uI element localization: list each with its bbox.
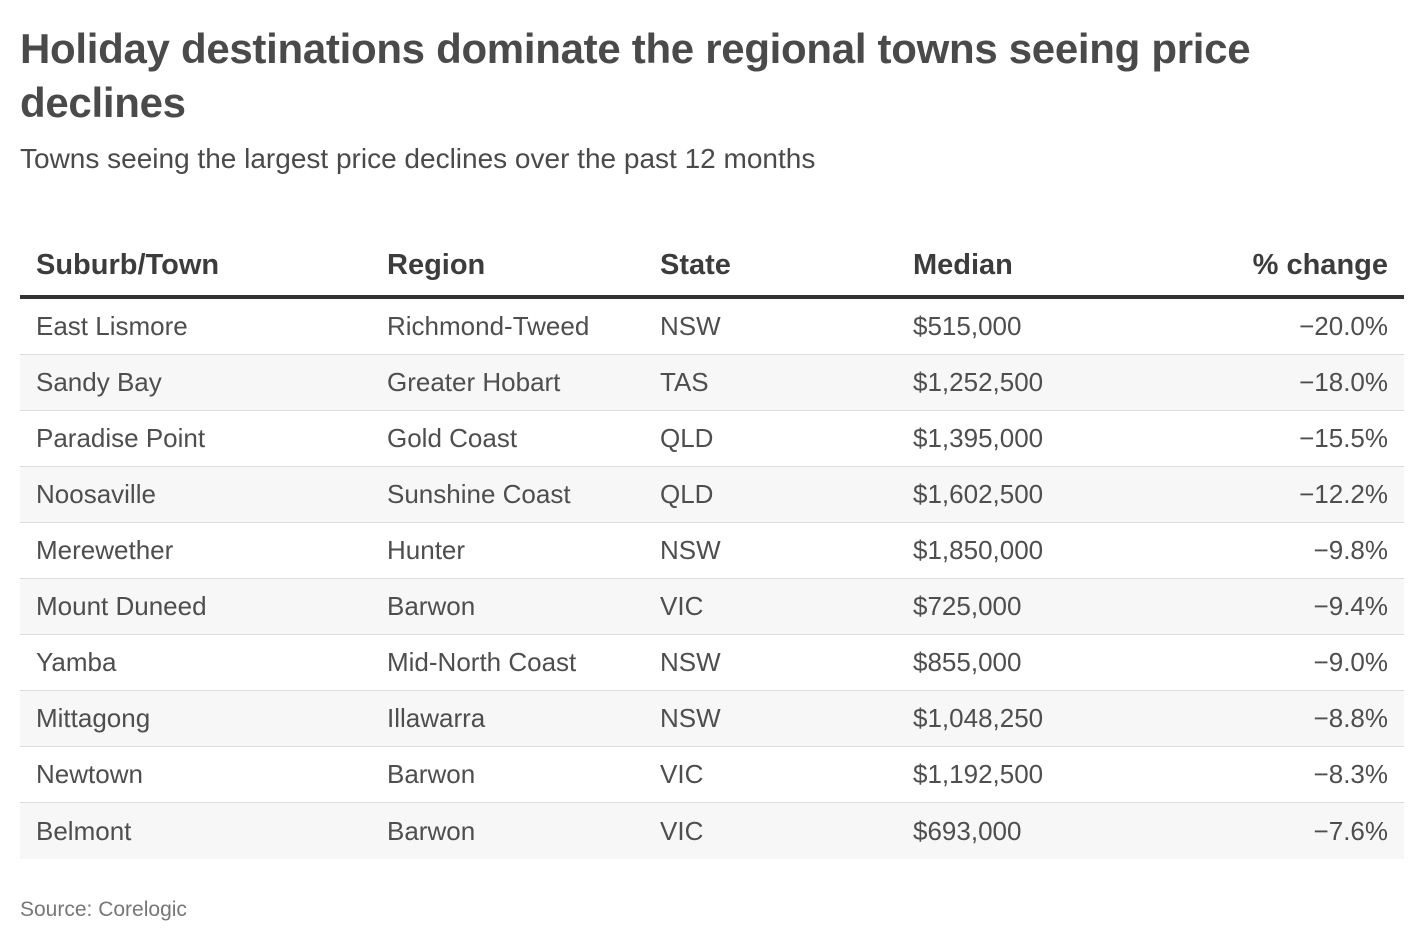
cell-percent-change: −15.5% xyxy=(1299,423,1388,453)
cell-median: $515,000 xyxy=(913,311,1022,341)
table-row: Sandy Bay Greater Hobart TAS $1,252,500 −18.… xyxy=(20,355,1404,411)
cell-percent-change: −9.0% xyxy=(1313,647,1388,677)
data-table: Suburb/Town Region State Median % change… xyxy=(20,234,1404,859)
cell-state: NSW xyxy=(660,535,721,565)
cell-suburb-town: East Lismore xyxy=(36,311,188,341)
cell-state: NSW xyxy=(660,703,721,733)
table-body: East Lismore Richmond-Tweed NSW $515,000 −20… xyxy=(20,299,1404,859)
table-row: Paradise Point Gold Coast QLD $1,395,000 −15… xyxy=(20,411,1404,467)
source-note: Source: Corelogic xyxy=(20,898,187,921)
cell-state: VIC xyxy=(660,759,704,789)
cell-percent-change: −8.8% xyxy=(1313,703,1388,733)
cell-state: NSW xyxy=(660,647,721,677)
chart-title: Holiday destinations dominate the region… xyxy=(20,25,1251,126)
cell-percent-change: −20.0% xyxy=(1299,311,1388,341)
cell-median: $1,252,500 xyxy=(913,367,1044,397)
cell-percent-change: −12.2% xyxy=(1299,479,1388,509)
cell-state: QLD xyxy=(660,423,714,453)
cell-region: Greater Hobart xyxy=(387,367,561,397)
cell-state: VIC xyxy=(660,591,704,621)
cell-state: QLD xyxy=(660,479,714,509)
table-row: Mittagong Illawarra NSW $1,048,250 −8.8% xyxy=(20,691,1404,747)
cell-median: $1,602,500 xyxy=(913,479,1044,509)
cell-median: $1,048,250 xyxy=(913,703,1044,733)
cell-suburb-town: Newtown xyxy=(36,759,143,789)
table-header: Suburb/Town Region State Median % change xyxy=(20,234,1404,299)
cell-state: NSW xyxy=(660,311,721,341)
header-median: Median xyxy=(913,249,1013,281)
table-row: Newtown Barwon VIC $1,192,500 −8.3% xyxy=(20,747,1404,803)
chart-subtitle: Towns seeing the largest price declines … xyxy=(20,143,816,174)
cell-region: Barwon xyxy=(387,591,476,621)
cell-suburb-town: Paradise Point xyxy=(36,423,206,453)
cell-suburb-town: Belmont xyxy=(36,815,132,846)
header-percent-change: % change xyxy=(1252,249,1388,281)
cell-median: $1,192,500 xyxy=(913,759,1044,789)
table-row: Belmont Barwon VIC $693,000 −7.6% xyxy=(20,803,1404,859)
table-row: Noosaville Sunshine Coast QLD $1,602,500 −12… xyxy=(20,467,1404,523)
cell-region: Richmond-Tweed xyxy=(387,311,590,341)
cell-median: $1,850,000 xyxy=(913,535,1044,565)
cell-region: Hunter xyxy=(387,535,466,565)
cell-region: Barwon xyxy=(387,815,476,846)
cell-region: Barwon xyxy=(387,759,476,789)
header-state: State xyxy=(660,249,731,281)
cell-median: $1,395,000 xyxy=(913,423,1044,453)
header-suburb-town: Suburb/Town xyxy=(36,249,220,281)
cell-suburb-town: Mount Duneed xyxy=(36,591,207,621)
table-row: Mount Duneed Barwon VIC $725,000 −9.4% xyxy=(20,579,1404,635)
header-region: Region xyxy=(387,249,486,281)
cell-median: $855,000 xyxy=(913,647,1022,677)
cell-region: Illawarra xyxy=(387,703,486,733)
cell-suburb-town: Merewether xyxy=(36,535,174,565)
cell-percent-change: −8.3% xyxy=(1313,759,1388,789)
cell-median: $725,000 xyxy=(913,591,1022,621)
cell-suburb-town: Sandy Bay xyxy=(36,367,162,397)
cell-median: $693,000 xyxy=(913,815,1022,846)
cell-region: Mid-North Coast xyxy=(387,647,577,677)
cell-percent-change: −9.4% xyxy=(1313,591,1388,621)
cell-percent-change: −9.8% xyxy=(1313,535,1388,565)
table-row: East Lismore Richmond-Tweed NSW $515,000 −20… xyxy=(20,299,1404,355)
table-row: Yamba Mid-North Coast NSW $855,000 −9.0% xyxy=(20,635,1404,691)
cell-suburb-town: Mittagong xyxy=(36,703,151,733)
cell-suburb-town: Noosaville xyxy=(36,479,156,509)
table-row: Merewether Hunter NSW $1,850,000 −9.8% xyxy=(20,523,1404,579)
cell-percent-change: −7.6% xyxy=(1313,815,1388,846)
cell-region: Gold Coast xyxy=(387,423,518,453)
cell-suburb-town: Yamba xyxy=(36,647,117,677)
cell-percent-change: −18.0% xyxy=(1299,367,1388,397)
cell-state: VIC xyxy=(660,815,704,846)
cell-state: TAS xyxy=(660,367,709,397)
cell-region: Sunshine Coast xyxy=(387,479,571,509)
